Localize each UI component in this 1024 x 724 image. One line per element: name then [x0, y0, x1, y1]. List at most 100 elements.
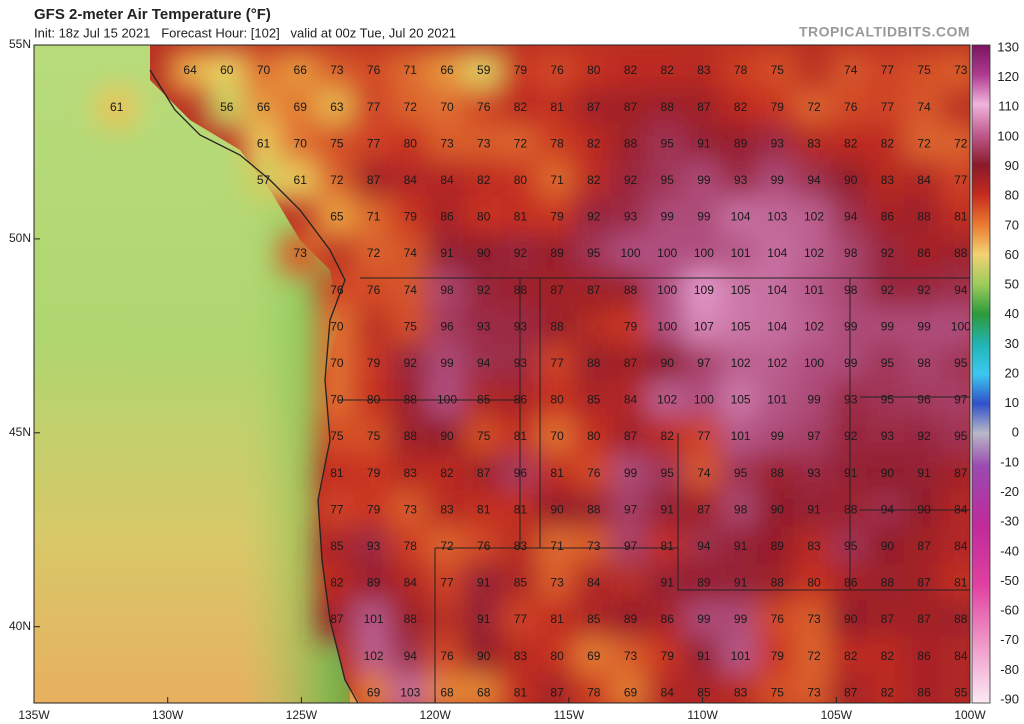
temperature-value: 102 [657, 393, 677, 407]
temperature-cell [720, 50, 761, 92]
temperature-cell [830, 453, 872, 494]
temperature-cell [500, 599, 541, 641]
temperature-value: 84 [917, 173, 931, 187]
temperature-value: 81 [514, 429, 528, 443]
temperature-value: 80 [587, 429, 601, 443]
temperature-value: 82 [881, 649, 895, 663]
temperature-value: 90 [661, 356, 675, 370]
colorbar-labels: 1301201101009080706050403020100-10-20-30… [997, 39, 1019, 706]
temperature-cell [940, 270, 970, 311]
temperature-cell [426, 343, 468, 385]
temperature-cell [720, 416, 761, 458]
temperature-cell [903, 526, 945, 568]
temperature-cell [573, 563, 615, 604]
temperature-value: 78 [587, 685, 601, 699]
temperature-value: 95 [734, 466, 748, 480]
temperature-cell [610, 489, 651, 531]
temperature-value: 97 [624, 539, 638, 553]
temperature-cell [463, 123, 505, 165]
temperature-cell [500, 233, 541, 275]
temperature-value: 83 [404, 466, 418, 480]
temperature-value: 85 [514, 576, 528, 590]
temperature-cell [500, 563, 541, 604]
temperature-cell [646, 636, 688, 677]
temperature-value: 85 [330, 539, 344, 553]
temperature-cell [793, 123, 835, 165]
temperature-cell [646, 270, 688, 311]
temperature-cell [683, 636, 725, 677]
temperature-value: 99 [844, 356, 858, 370]
temperature-value: 103 [400, 685, 420, 699]
temperature-cell [903, 636, 945, 677]
temperature-value: 69 [587, 649, 601, 663]
temperature-cell [683, 672, 725, 703]
temperature-cell [463, 672, 505, 703]
temperature-cell [463, 526, 505, 568]
temperature-cell [426, 416, 468, 458]
longitude-label: 125W [286, 708, 318, 722]
temperature-cell [940, 636, 970, 677]
temperature-value: 99 [661, 210, 675, 224]
temperature-cell [536, 306, 578, 348]
temperature-value: 93 [624, 210, 638, 224]
temperature-cell [500, 87, 541, 128]
temperature-value: 99 [844, 319, 858, 333]
temperature-value: 77 [550, 356, 564, 370]
temperature-value: 90 [440, 429, 454, 443]
temperature-value: 101 [731, 429, 751, 443]
temperature-value: 91 [844, 466, 858, 480]
temperature-cell [867, 233, 908, 275]
temperature-cell [536, 599, 578, 641]
axis-labels: 55N 50N 45N 40N 135W 130W 125W 120W 115W 110W 105W… [9, 37, 986, 722]
temperature-value: 69 [624, 685, 638, 699]
temperature-value: 92 [477, 283, 491, 297]
temperature-cell [353, 599, 394, 641]
colorbar-label: 50 [1005, 277, 1019, 292]
temperature-cell [940, 160, 970, 202]
temperature-value: 66 [257, 100, 271, 114]
temperature-value: 91 [697, 136, 711, 150]
temperature-value: 82 [514, 100, 528, 114]
temperature-value: 64 [183, 63, 197, 77]
coastline [149, 69, 359, 703]
temperature-value: 73 [807, 685, 821, 699]
temperature-value: 78 [404, 539, 418, 553]
temperature-cell [536, 123, 578, 165]
temperature-cell [793, 526, 835, 568]
temperature-cell [426, 672, 468, 703]
temperature-value: 85 [587, 612, 601, 626]
temperature-cell [683, 416, 725, 458]
temperature-value: 82 [440, 466, 454, 480]
temperature-cell [536, 343, 578, 385]
temperature-value: 93 [881, 429, 895, 443]
temperature-cell [536, 233, 578, 275]
temperature-cell [830, 416, 872, 458]
temperature-cell [316, 599, 358, 641]
temperature-value: 80 [550, 649, 564, 663]
longitude-label: 100W [954, 708, 986, 722]
temperature-value: 77 [330, 502, 344, 516]
map-frame [33, 44, 971, 704]
temperature-cell [903, 233, 945, 275]
temperature-value: 89 [367, 576, 381, 590]
temperature-value: 83 [514, 539, 528, 553]
temperature-cell [353, 636, 394, 677]
temperature-cell [463, 489, 505, 531]
temperature-cell [573, 489, 615, 531]
temperature-cell [830, 380, 872, 421]
temperature-cell [867, 416, 908, 458]
temperature-value: 84 [587, 576, 601, 590]
temperature-value: 91 [661, 576, 675, 590]
temperature-value: 86 [917, 685, 931, 699]
temperature-cell [536, 636, 578, 677]
temperature-cell [756, 233, 798, 275]
temperature-cell [646, 563, 688, 604]
temperature-cell [720, 563, 761, 604]
temperature-cell [756, 197, 798, 238]
temperature-value: 81 [550, 466, 564, 480]
colorbar-label: 120 [997, 69, 1019, 84]
temperature-cell [903, 270, 945, 311]
temperature-cell [573, 87, 615, 128]
temperature-cell [830, 306, 872, 348]
temperature-cell [353, 160, 394, 202]
